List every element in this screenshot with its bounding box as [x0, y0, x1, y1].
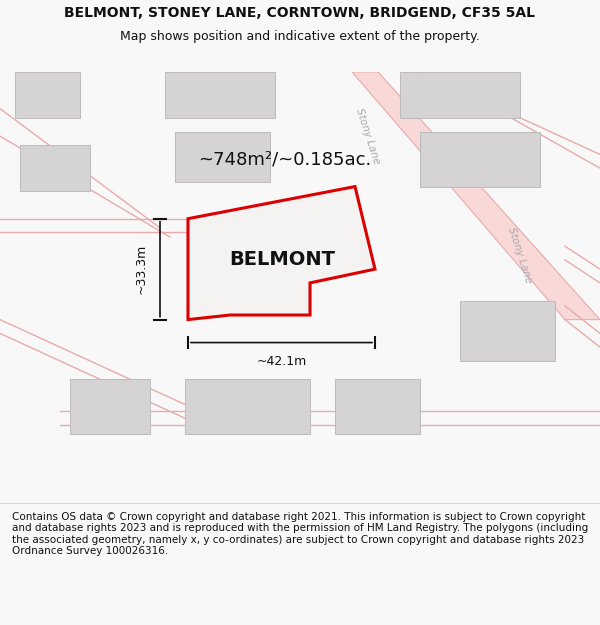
Text: BELMONT, STONEY LANE, CORNTOWN, BRIDGEND, CF35 5AL: BELMONT, STONEY LANE, CORNTOWN, BRIDGEND… [65, 6, 536, 20]
Text: ~42.1m: ~42.1m [256, 356, 307, 368]
Text: Stony Lane: Stony Lane [506, 226, 534, 284]
Text: ~748m²/~0.185ac.: ~748m²/~0.185ac. [199, 150, 371, 168]
Text: Map shows position and indicative extent of the property.: Map shows position and indicative extent… [120, 30, 480, 43]
Polygon shape [165, 72, 275, 118]
Text: BELMONT: BELMONT [229, 251, 335, 269]
Polygon shape [185, 379, 310, 434]
Polygon shape [175, 131, 270, 182]
Polygon shape [15, 72, 80, 118]
Polygon shape [420, 131, 540, 187]
Polygon shape [400, 72, 520, 118]
Polygon shape [188, 187, 375, 319]
Text: Contains OS data © Crown copyright and database right 2021. This information is : Contains OS data © Crown copyright and d… [12, 512, 588, 556]
Text: ~33.3m: ~33.3m [135, 244, 148, 294]
Polygon shape [335, 379, 420, 434]
Polygon shape [352, 72, 600, 319]
Text: Stony Lane: Stony Lane [354, 107, 382, 166]
Polygon shape [20, 145, 90, 191]
Polygon shape [460, 301, 555, 361]
Polygon shape [70, 379, 150, 434]
